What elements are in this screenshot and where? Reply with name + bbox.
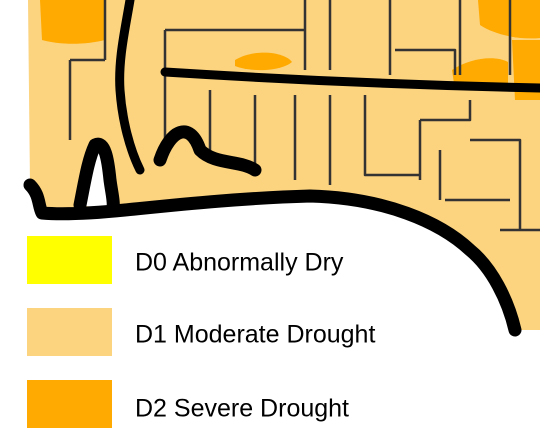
legend-label: D1 Moderate Drought bbox=[135, 321, 375, 349]
county-lines bbox=[68, 0, 540, 232]
legend-swatch bbox=[27, 236, 112, 284]
state-line bbox=[160, 67, 540, 93]
legend: D0 Abnormally Dry D1 Moderate Drought D2… bbox=[27, 236, 375, 428]
d2-region bbox=[40, 0, 105, 44]
coastline bbox=[23, 125, 522, 337]
legend-label: D2 Severe Drought bbox=[135, 395, 349, 423]
drought-map bbox=[23, 0, 540, 337]
legend-swatch bbox=[27, 380, 112, 428]
state-line bbox=[115, 0, 145, 175]
d2-region bbox=[235, 52, 292, 71]
legend-swatch bbox=[27, 308, 112, 356]
legend-label: D0 Abnormally Dry bbox=[135, 249, 344, 277]
